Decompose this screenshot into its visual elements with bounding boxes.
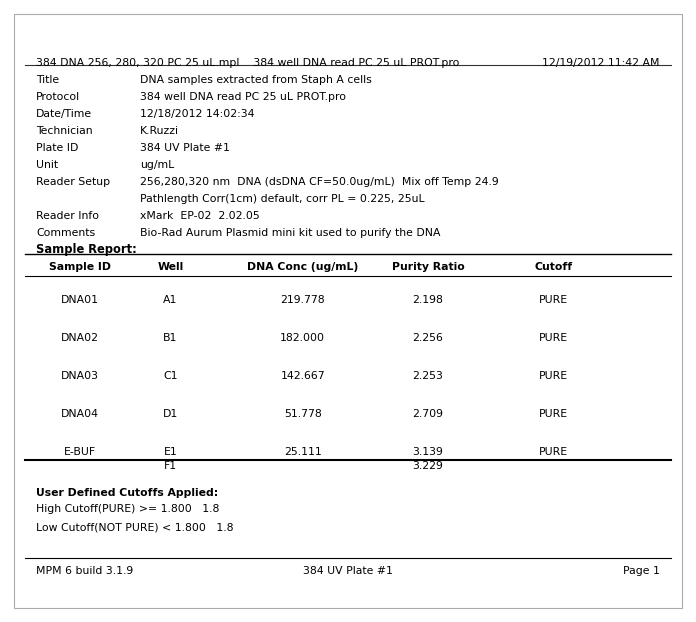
Text: Plate ID: Plate ID bbox=[36, 143, 79, 153]
Text: MPM 6 build 3.1.9: MPM 6 build 3.1.9 bbox=[36, 566, 133, 576]
Text: 3.139: 3.139 bbox=[413, 447, 443, 457]
Text: 25.111: 25.111 bbox=[284, 447, 322, 457]
Text: DNA samples extracted from Staph A cells: DNA samples extracted from Staph A cells bbox=[140, 75, 372, 85]
Text: Sample ID: Sample ID bbox=[49, 262, 111, 272]
Text: E1: E1 bbox=[164, 447, 177, 457]
Text: Page 1: Page 1 bbox=[623, 566, 660, 576]
Text: 2.253: 2.253 bbox=[413, 371, 443, 381]
Text: Purity Ratio: Purity Ratio bbox=[392, 262, 464, 272]
Text: Bio-Rad Aurum Plasmid mini kit used to purify the DNA: Bio-Rad Aurum Plasmid mini kit used to p… bbox=[140, 228, 441, 238]
Text: A1: A1 bbox=[164, 295, 177, 305]
Text: DNA02: DNA02 bbox=[61, 333, 99, 343]
Text: Reader Info: Reader Info bbox=[36, 211, 99, 221]
Text: D1: D1 bbox=[163, 409, 178, 419]
Text: DNA01: DNA01 bbox=[61, 295, 99, 305]
Text: PURE: PURE bbox=[539, 371, 568, 381]
Text: Well: Well bbox=[157, 262, 184, 272]
Text: Pathlength Corr(1cm) default, corr PL = 0.225, 25uL: Pathlength Corr(1cm) default, corr PL = … bbox=[140, 194, 425, 204]
Text: 219.778: 219.778 bbox=[280, 295, 325, 305]
Text: 2.256: 2.256 bbox=[413, 333, 443, 343]
Text: 12/19/2012 11:42 AM: 12/19/2012 11:42 AM bbox=[542, 58, 660, 68]
Text: Date/Time: Date/Time bbox=[36, 109, 92, 119]
Text: Technician: Technician bbox=[36, 126, 93, 136]
Text: PURE: PURE bbox=[539, 409, 568, 419]
Text: 182.000: 182.000 bbox=[280, 333, 325, 343]
Text: Low Cutoff(NOT PURE) < 1.800   1.8: Low Cutoff(NOT PURE) < 1.800 1.8 bbox=[36, 522, 233, 532]
Text: 3.229: 3.229 bbox=[413, 461, 443, 471]
Text: E-BUF: E-BUF bbox=[64, 447, 96, 457]
Text: Comments: Comments bbox=[36, 228, 95, 238]
Text: 384 well DNA read PC 25 uL PROT.pro: 384 well DNA read PC 25 uL PROT.pro bbox=[140, 92, 346, 102]
Text: 256,280,320 nm  DNA (dsDNA CF=50.0ug/mL)  Mix off Temp 24.9: 256,280,320 nm DNA (dsDNA CF=50.0ug/mL) … bbox=[140, 177, 499, 187]
Text: DNA Conc (ug/mL): DNA Conc (ug/mL) bbox=[247, 262, 358, 272]
Text: DNA03: DNA03 bbox=[61, 371, 99, 381]
Text: 51.778: 51.778 bbox=[284, 409, 322, 419]
Text: 12/18/2012 14:02:34: 12/18/2012 14:02:34 bbox=[140, 109, 255, 119]
Text: xMark  EP-02  2.02.05: xMark EP-02 2.02.05 bbox=[140, 211, 260, 221]
Text: F1: F1 bbox=[164, 461, 177, 471]
Text: Cutoff: Cutoff bbox=[535, 262, 572, 272]
Text: 142.667: 142.667 bbox=[280, 371, 325, 381]
Text: Title: Title bbox=[36, 75, 59, 85]
Text: User Defined Cutoffs Applied:: User Defined Cutoffs Applied: bbox=[36, 488, 219, 498]
Text: ug/mL: ug/mL bbox=[140, 160, 174, 170]
Text: K.Ruzzi: K.Ruzzi bbox=[140, 126, 179, 136]
Text: Reader Setup: Reader Setup bbox=[36, 177, 110, 187]
Text: 2.198: 2.198 bbox=[413, 295, 443, 305]
Text: 2.709: 2.709 bbox=[413, 409, 443, 419]
Text: High Cutoff(PURE) >= 1.800   1.8: High Cutoff(PURE) >= 1.800 1.8 bbox=[36, 504, 219, 514]
Text: C1: C1 bbox=[164, 371, 177, 381]
Text: 384 UV Plate #1: 384 UV Plate #1 bbox=[140, 143, 230, 153]
Text: PURE: PURE bbox=[539, 447, 568, 457]
Text: 384 DNA 256, 280, 320 PC 25 uL.mpl    384 well DNA read PC 25 uL PROT.pro: 384 DNA 256, 280, 320 PC 25 uL.mpl 384 w… bbox=[36, 58, 459, 68]
Text: PURE: PURE bbox=[539, 333, 568, 343]
Text: B1: B1 bbox=[164, 333, 177, 343]
Text: PURE: PURE bbox=[539, 295, 568, 305]
Text: Unit: Unit bbox=[36, 160, 58, 170]
Text: Sample Report:: Sample Report: bbox=[36, 243, 136, 256]
Text: Protocol: Protocol bbox=[36, 92, 80, 102]
Text: DNA04: DNA04 bbox=[61, 409, 99, 419]
Text: 384 UV Plate #1: 384 UV Plate #1 bbox=[303, 566, 393, 576]
